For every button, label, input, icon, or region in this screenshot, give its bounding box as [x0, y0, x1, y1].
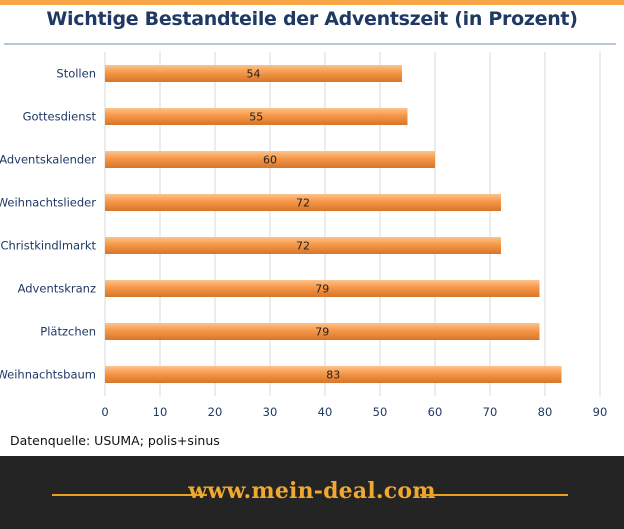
- data-label: 83: [326, 369, 340, 382]
- bar-3: [105, 194, 501, 211]
- bar-chart: Stollen Gottesdienst Adventskalender Weihna…: [0, 52, 607, 419]
- category-label: Gottesdienst: [23, 110, 97, 124]
- bar-7: [105, 366, 562, 383]
- x-axis-ticks: 0 10 20 30 40 50 60 70 80 90: [101, 405, 607, 419]
- x-tick-label: 70: [483, 405, 498, 419]
- data-label: 79: [315, 326, 329, 339]
- bar-6: [105, 323, 540, 340]
- x-tick-label: 10: [153, 405, 168, 419]
- x-tick-label: 50: [373, 405, 388, 419]
- data-labels: 54 55 60 72 72 79 79 83: [247, 68, 341, 382]
- x-tick-label: 60: [428, 405, 443, 419]
- data-label: 60: [263, 154, 277, 167]
- footer-line-left: [52, 494, 207, 496]
- data-label: 54: [247, 68, 261, 81]
- x-tick-label: 0: [101, 405, 108, 419]
- chart-title: Wichtige Bestandteile der Adventszeit (i…: [46, 8, 578, 30]
- footer-line-right: [420, 494, 568, 496]
- bar-0: [105, 65, 402, 82]
- x-tick-label: 80: [538, 405, 553, 419]
- category-label: Plätzchen: [40, 325, 96, 339]
- footer-banner: www.mein-deal.com: [0, 456, 624, 529]
- category-label: Christkindlmarkt: [0, 239, 96, 253]
- footer-brand[interactable]: www.mein-deal.com: [188, 478, 436, 504]
- x-tick-label: 40: [318, 405, 333, 419]
- category-labels: Stollen Gottesdienst Adventskalender Weihna…: [0, 67, 96, 382]
- bar-5: [105, 280, 540, 297]
- category-label: Weihnachtslieder: [0, 196, 96, 210]
- category-label: Adventskalender: [0, 153, 96, 167]
- data-label: 72: [296, 240, 310, 253]
- data-label: 55: [249, 111, 263, 124]
- data-label: 72: [296, 197, 310, 210]
- x-tick-label: 30: [263, 405, 278, 419]
- gridlines: [104, 52, 601, 396]
- category-label: Weihnachtsbaum: [0, 368, 96, 382]
- title-divider: [4, 43, 616, 45]
- bars: [105, 65, 562, 383]
- top-accent-rule: [0, 0, 624, 5]
- category-label: Stollen: [56, 67, 96, 81]
- category-label: Adventskranz: [18, 282, 96, 296]
- x-tick-label: 90: [593, 405, 608, 419]
- bar-1: [105, 108, 408, 125]
- bar-4: [105, 237, 501, 254]
- bar-2: [105, 151, 435, 168]
- data-source-note: Datenquelle: USUMA; polis+sinus: [10, 433, 220, 448]
- x-tick-label: 20: [208, 405, 223, 419]
- data-label: 79: [315, 283, 329, 296]
